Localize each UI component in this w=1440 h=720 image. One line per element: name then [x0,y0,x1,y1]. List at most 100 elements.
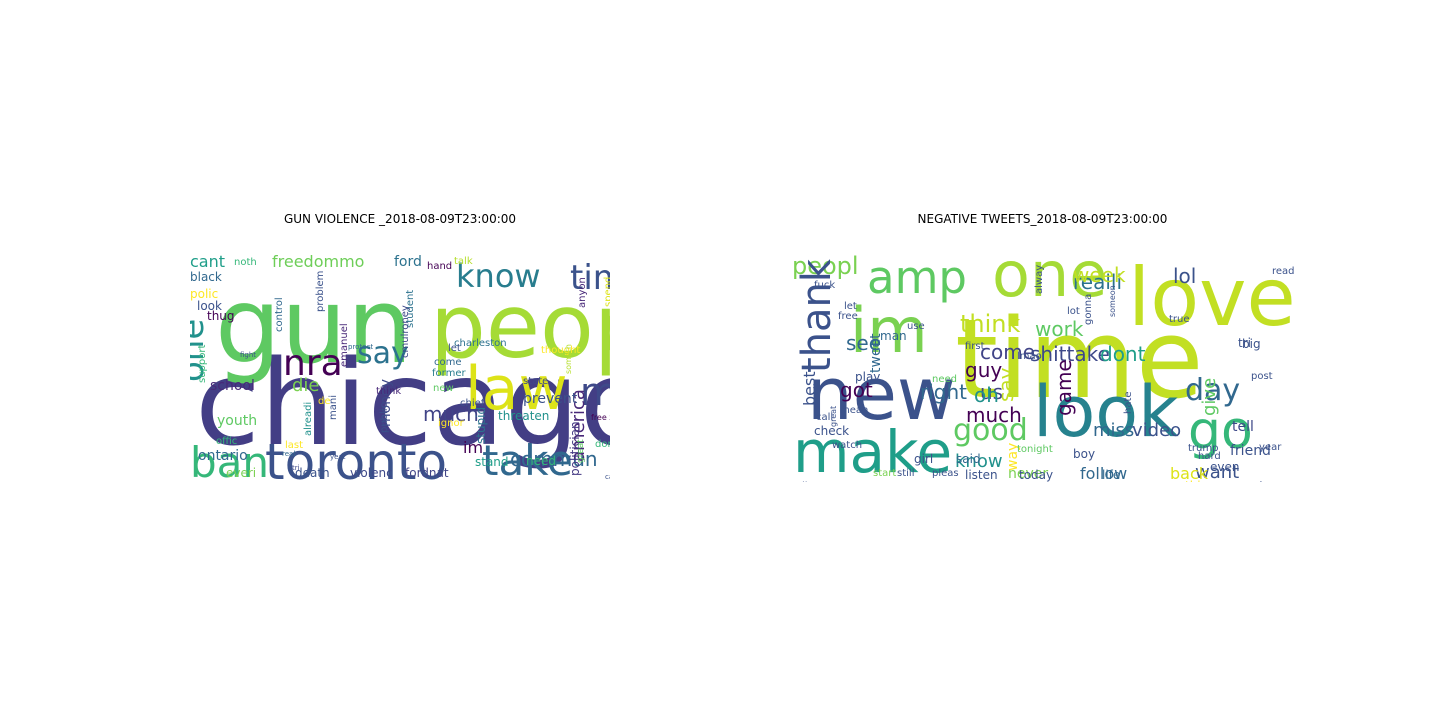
word-even: even [1210,460,1239,474]
word-violenc: violenc [350,466,393,480]
word-prevent: prevent [523,391,578,407]
word-fight: fight [240,351,256,359]
word-first: first [965,341,985,352]
word-money: money [378,379,394,427]
word-emanuel: emanuel [339,323,350,367]
word-time: time [570,258,610,298]
word-great: great [829,406,838,427]
wordcloud-negative-tweets: time love look new make im one amp go peopl thank t… [790,232,1295,482]
word-fuck: fuck [814,280,835,291]
word-threaten: threaten [498,409,549,423]
word-lol: lol [1173,264,1196,288]
word-fordnat: fordnat [405,466,449,480]
word-miss: miss [1093,420,1134,441]
word-stupid: stupid [474,407,488,444]
word-let: let [448,343,461,354]
word-come: come [980,340,1035,364]
word-use: use [907,321,925,332]
word-tell: tell [1232,419,1254,435]
word-go: go [1188,401,1253,461]
word-gonna: gonna [1083,294,1094,325]
word-cant: cant [190,252,225,271]
word-someth: someth [564,344,573,374]
word-tri: tri [292,464,300,472]
word-thought: thought [541,345,580,356]
word-im: im [850,294,928,367]
word-america: america [568,389,589,462]
word-listen: listen [965,468,998,482]
word-support: support [197,345,208,383]
word-make: make [793,418,952,482]
word-life: life [1102,468,1120,482]
word-week: week [1073,263,1126,287]
word-think: think [960,310,1021,338]
word-great: great [576,439,586,463]
word-still: still [897,468,914,479]
word-control: control [274,297,285,332]
word-alreadi: alreadi [303,402,314,436]
word-game: game [1052,359,1076,416]
word-cmulroney: cmulroney [400,305,411,358]
word-last: last [285,440,303,451]
word-mean: mean [840,405,868,416]
word-free-zone: free zone [591,413,610,422]
word-know: know [955,451,1003,472]
word-right: right [920,380,967,404]
word-best: best [800,371,819,406]
word-got: got [840,378,873,402]
word-ford: ford [394,254,422,270]
word-take: take [482,436,573,482]
word-polic: polic [190,287,218,301]
word-chief: chief [460,398,485,409]
word-today: today [1019,468,1053,482]
word-make: make [580,370,610,414]
word-nra: nra [283,343,343,384]
word-give: give [1199,378,1220,416]
word-hate: hate [1123,391,1134,414]
word-charleston: charleston [454,338,507,349]
word-public: public [379,403,390,433]
word-mani: mani [328,395,339,420]
word-follow: follow [1080,464,1127,482]
wordcloud-panel-gun-violence: GUN VIOLENCE _2018-08-09T23:00:00 chicag… [190,212,610,484]
word-black: black [190,270,222,284]
word-state: state [523,376,548,387]
word-lmao: lmao [1017,351,1042,362]
word-true: true [1169,314,1190,325]
word-hard: hard [1198,451,1221,462]
word-dont: dont [1100,342,1146,366]
word-offic: offic [216,436,237,447]
word-spend: spend [603,277,610,307]
word-alway: alway [1034,265,1045,294]
chart-title: GUN VIOLENCE _2018-08-09T23:00:00 [283,212,517,226]
word-us: us [980,380,1003,404]
word-commun: commun [510,447,598,471]
word-work: work [1035,317,1084,341]
word-pleas: pleas [932,468,959,479]
word-good: good [953,413,1028,448]
word-hand: hand [427,261,452,272]
word-thug: thug [207,309,235,323]
word-man: man [880,329,907,343]
word-new: new [807,352,956,436]
word-ban: ban [190,438,269,482]
word-say: say [994,367,1018,402]
word-canadian: canadian [605,473,610,481]
word-new: new [433,383,454,394]
word-never: never [1008,466,1048,482]
word-done: done [595,439,610,450]
word-thank: thank [794,258,840,373]
word-stop: stop [1253,479,1279,482]
word-protect: protect [348,343,373,351]
word-watch: watch [832,440,862,451]
word-read: read [1272,266,1295,277]
word-live: live [802,481,820,482]
word-talk: talk [454,256,473,267]
word-school: school [210,378,255,394]
word-free: free [838,311,858,322]
word-problem: problem [315,271,326,312]
word-post: post [1251,371,1273,382]
word-need: need [932,374,957,385]
word-look: look [1033,371,1179,453]
word-trump: trump [1188,443,1218,454]
